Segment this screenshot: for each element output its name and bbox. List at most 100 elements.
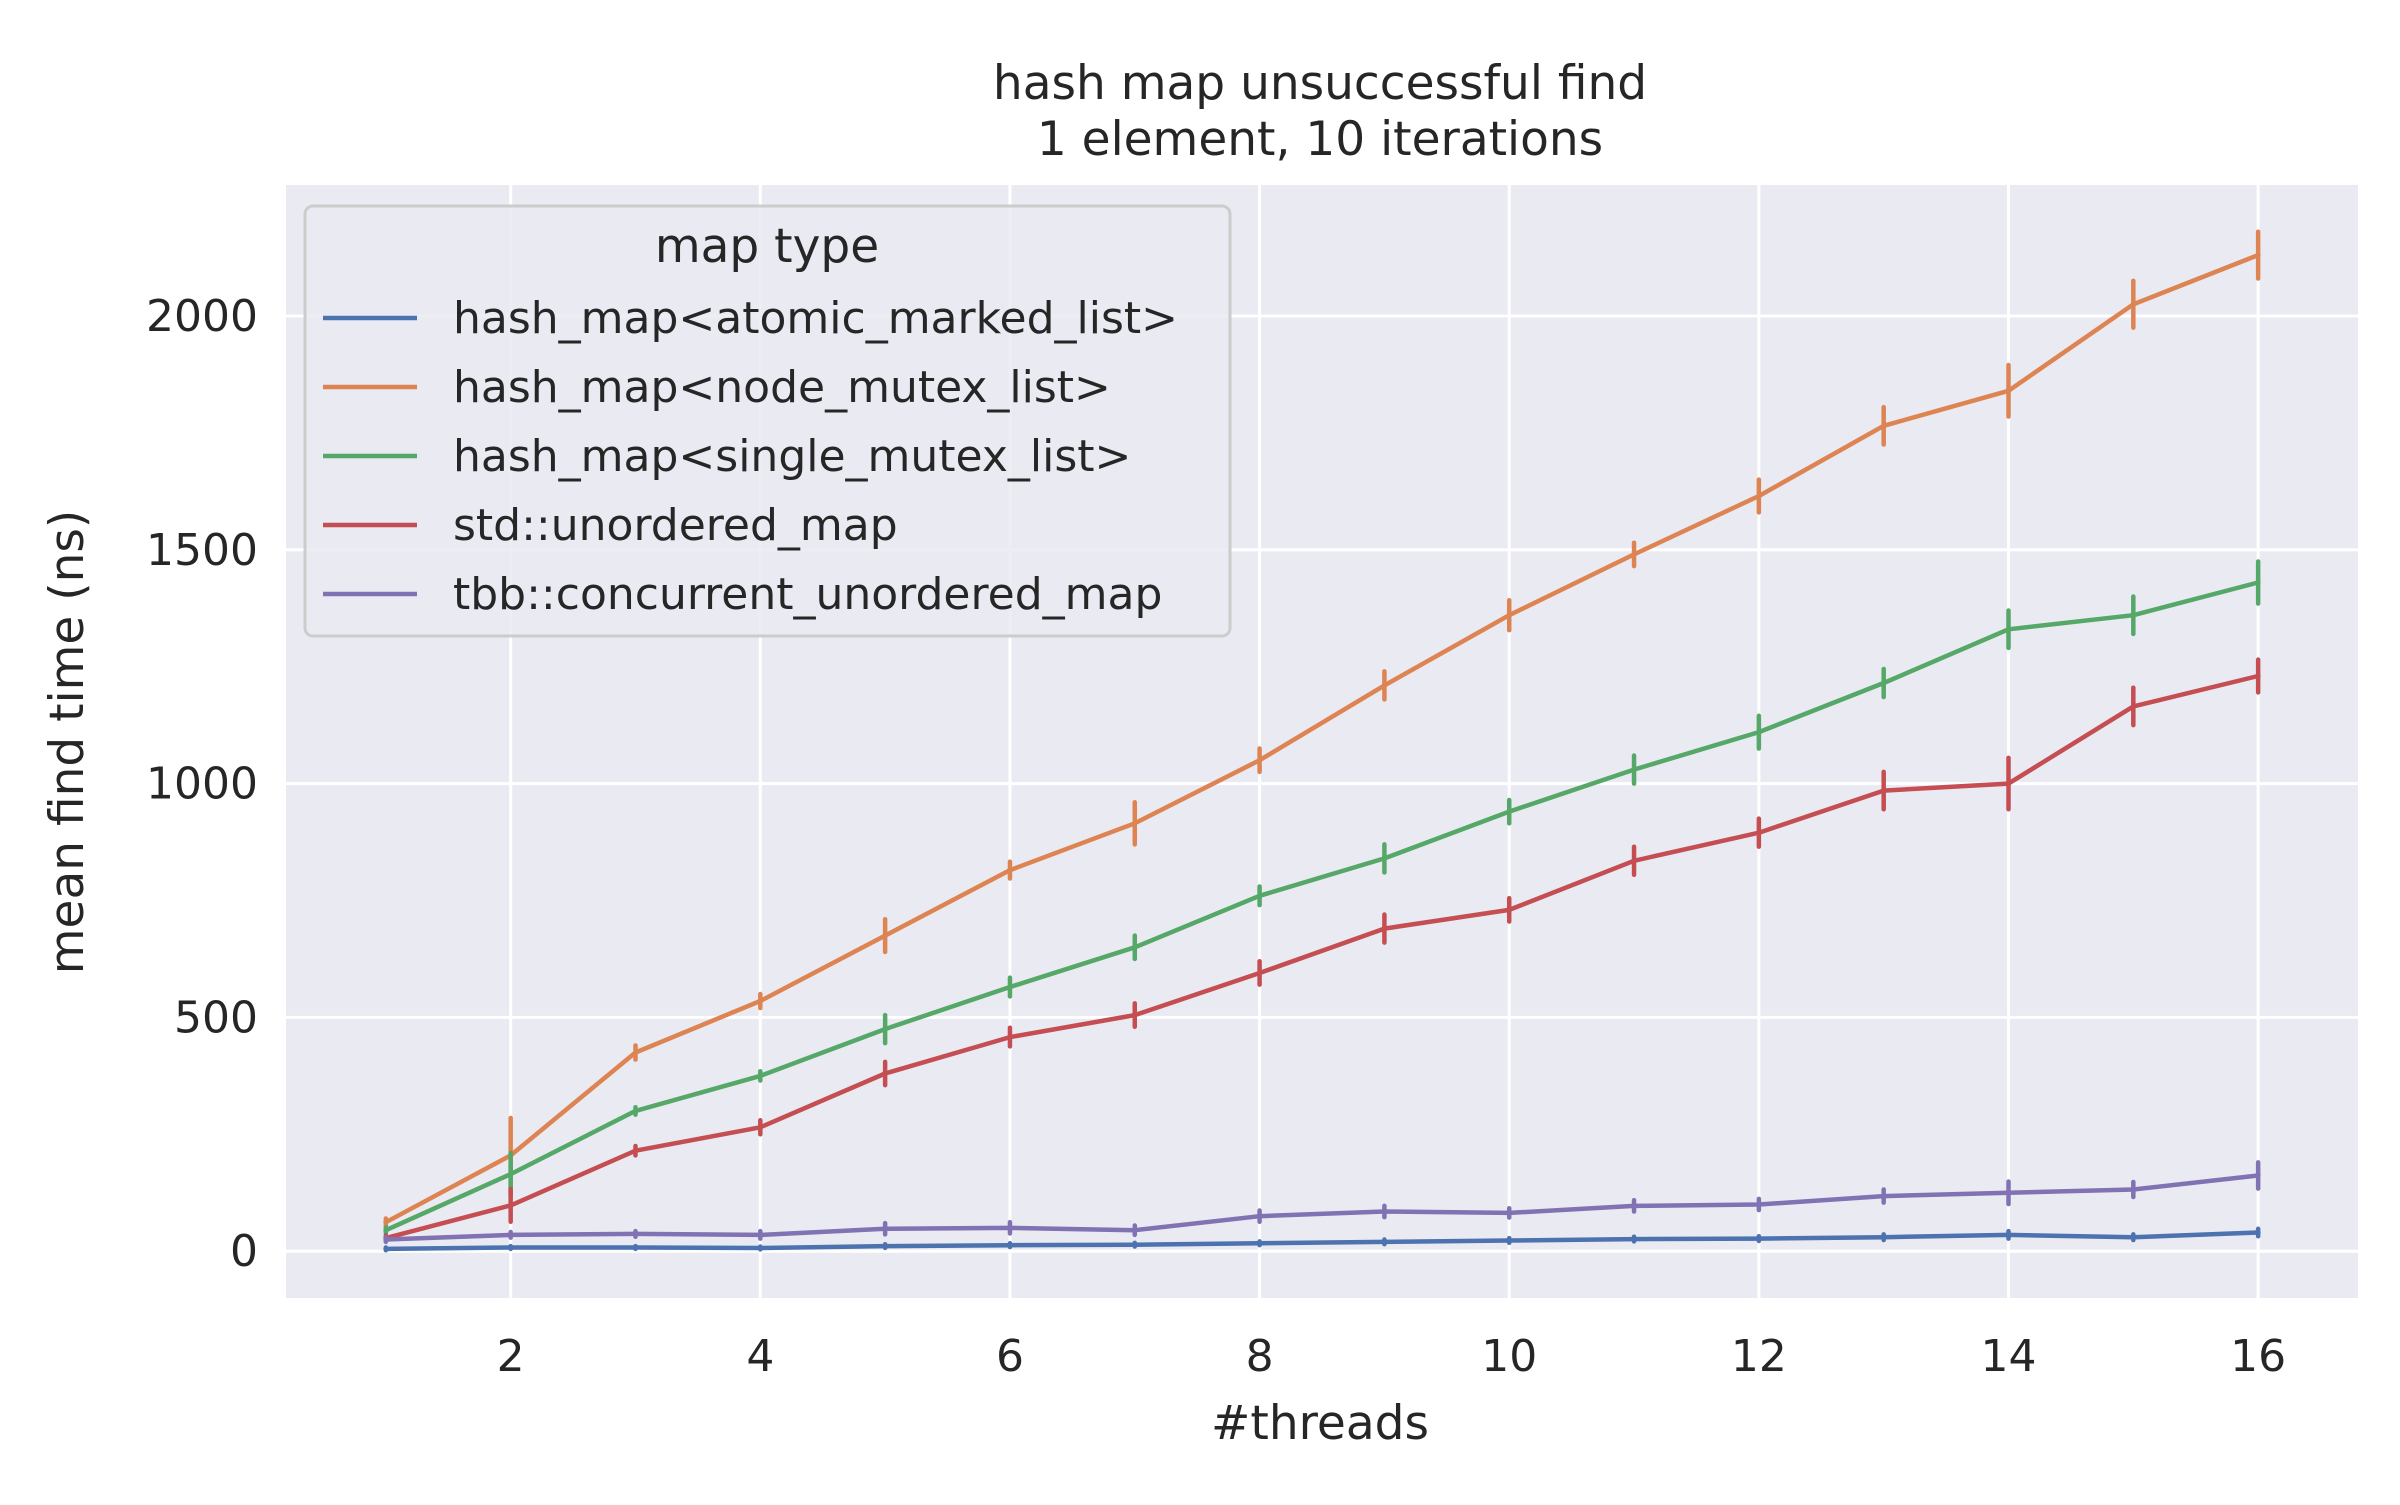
legend-items: hash_map<atomic_marked_list> hash_map<nod… (323, 293, 1178, 620)
data-point (1132, 1012, 1138, 1018)
data-point (2255, 252, 2261, 258)
x-tick-label: 10 (1481, 1331, 1537, 1382)
data-point (2130, 1187, 2136, 1193)
y-tick-label: 1000 (146, 759, 258, 810)
data-point (1381, 1208, 1387, 1214)
data-point (2255, 580, 2261, 585)
data-point (1007, 1225, 1013, 1231)
data-point (632, 1244, 638, 1250)
data-point (2130, 301, 2136, 307)
legend: map type hash_map<atomic_marked_list>has… (303, 204, 1232, 638)
data-point (383, 1237, 389, 1243)
data-point (882, 1243, 888, 1249)
series-2 (383, 559, 2261, 1236)
data-point (1257, 757, 1263, 763)
data-point (1756, 1201, 1762, 1207)
data-point (757, 998, 763, 1004)
data-point (1506, 809, 1512, 815)
data-point (632, 1049, 638, 1055)
data-point (2006, 388, 2012, 394)
data-point (1756, 729, 1762, 735)
data-point (1506, 1237, 1512, 1243)
legend-label: hash_map<node_mutex_list> (453, 362, 1111, 413)
data-point (1132, 1242, 1138, 1248)
data-point (2255, 1172, 2261, 1178)
data-point (508, 1244, 514, 1250)
legend-label: hash_map<single_mutex_list> (453, 431, 1131, 482)
data-point (882, 1226, 888, 1232)
x-tick-label: 4 (746, 1331, 774, 1382)
data-point (1881, 680, 1887, 686)
x-tick-label: 14 (1981, 1331, 2037, 1382)
data-point (2006, 781, 2012, 787)
y-axis-label: mean find time (ns) (40, 510, 95, 974)
data-point (882, 1026, 888, 1032)
data-point (383, 1227, 389, 1233)
data-point (2255, 1230, 2261, 1236)
data-point (508, 1202, 514, 1208)
data-point (1381, 1239, 1387, 1245)
data-point (1756, 830, 1762, 836)
data-point (1756, 1236, 1762, 1242)
x-axis-label: #threads (1211, 1396, 1429, 1451)
legend-label: std::unordered_map (453, 500, 898, 551)
x-tick-label: 8 (1246, 1331, 1274, 1382)
y-tick-label: 0 (230, 1226, 258, 1277)
data-point (2255, 673, 2261, 679)
data-point (1132, 1227, 1138, 1233)
data-point (1257, 1213, 1263, 1219)
x-tick-label: 16 (2230, 1331, 2286, 1382)
y-tick-label: 500 (174, 992, 258, 1043)
data-point (508, 1232, 514, 1238)
series-line (383, 1173, 2261, 1242)
data-point (1631, 1236, 1637, 1242)
data-point (1132, 820, 1138, 826)
data-point (1506, 907, 1512, 913)
data-point (1506, 612, 1512, 618)
data-point (1007, 867, 1013, 873)
data-point (632, 1148, 638, 1154)
data-point (1631, 858, 1637, 864)
series-line (383, 1230, 2261, 1252)
data-point (1381, 682, 1387, 688)
legend-item: std::unordered_map (323, 500, 898, 551)
y-tick-label: 2000 (146, 291, 258, 342)
data-point (2006, 1232, 2012, 1238)
x-tick-label: 6 (996, 1331, 1024, 1382)
series-4 (383, 1160, 2261, 1245)
data-point (1756, 493, 1762, 499)
series-1 (383, 229, 2261, 1229)
legend-item: hash_map<atomic_marked_list> (323, 293, 1178, 344)
legend-item: hash_map<node_mutex_list> (323, 362, 1111, 413)
data-point (1881, 423, 1887, 429)
legend-label: tbb::concurrent_unordered_map (453, 569, 1162, 620)
data-point (632, 1231, 638, 1237)
data-point (1007, 1034, 1013, 1040)
series (383, 229, 2261, 1253)
data-point (1881, 788, 1887, 794)
data-point (882, 1071, 888, 1077)
chart-title: hash map unsuccessful find (993, 56, 1647, 111)
data-point (1381, 926, 1387, 932)
series-0 (383, 1226, 2261, 1253)
data-point (1257, 1240, 1263, 1246)
data-point (1007, 1242, 1013, 1248)
data-point (1132, 944, 1138, 950)
y-tick-labels: 0 500 1000 1500 2000 (146, 291, 258, 1277)
data-point (1881, 1193, 1887, 1199)
legend-item: hash_map<single_mutex_list> (323, 431, 1131, 482)
data-point (757, 1232, 763, 1238)
y-tick-label: 1500 (146, 525, 258, 576)
data-point (757, 1245, 763, 1251)
data-point (383, 1246, 389, 1252)
data-point (2130, 703, 2136, 709)
data-point (508, 1171, 514, 1177)
series-line (383, 673, 2261, 1241)
data-point (1257, 970, 1263, 976)
data-point (757, 1073, 763, 1079)
data-point (2006, 626, 2012, 632)
data-point (2006, 1190, 2012, 1196)
legend-box (303, 204, 1232, 638)
